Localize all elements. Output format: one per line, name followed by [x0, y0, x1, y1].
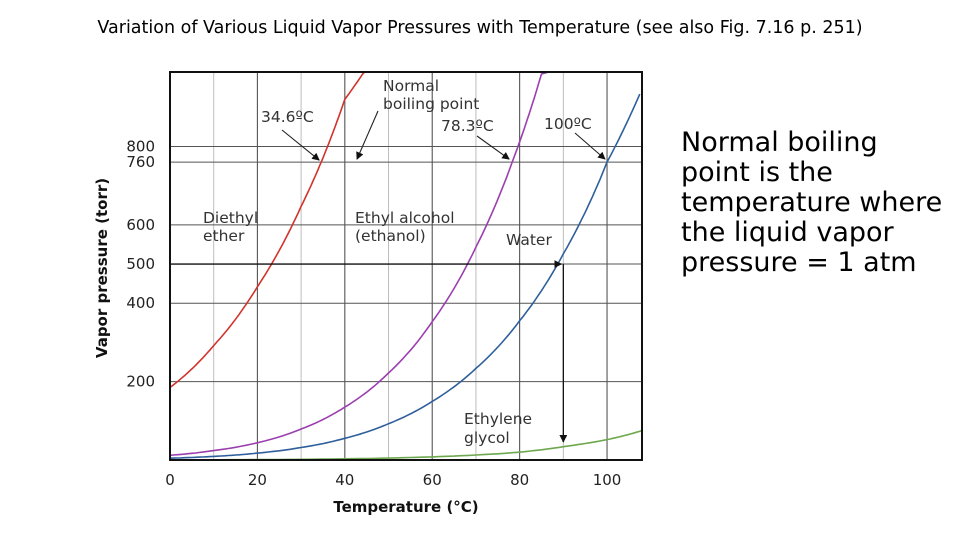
series-line-3: [170, 429, 643, 461]
water-bp-label: 100ºC: [544, 115, 592, 133]
y-axis-title: Vapor pressure (torr): [93, 178, 111, 358]
series-line-0: [169, 71, 367, 389]
normal-bp-line2: boiling point: [383, 95, 479, 113]
ethanol-label: Ethyl alcohol (ethanol): [355, 209, 459, 245]
ether-label: Diethyl ether: [203, 209, 263, 245]
y-tick-label: 200: [126, 373, 155, 391]
ethanol-label-line2: (ethanol): [355, 227, 426, 245]
x-tick-label: 100: [593, 471, 622, 489]
y-tick-label: 500: [126, 255, 155, 273]
x-tick-label: 60: [423, 471, 442, 489]
ether-bp-arrow: [281, 129, 320, 161]
ethanol-label-line1: Ethyl alcohol: [355, 209, 455, 227]
boiling-point-definition: Normal boiling point is the temperature …: [681, 127, 943, 278]
ethanol-bp-label: 78.3ºC: [441, 117, 494, 135]
x-tick-label: 80: [510, 471, 529, 489]
normal-bp-arrow: [356, 110, 379, 160]
plot-frame: [169, 71, 643, 461]
glycol-label-line1: Ethylene: [464, 410, 532, 428]
glycol-label: Ethylene glycol: [464, 410, 537, 447]
ether-label-line1: Diethyl: [203, 209, 258, 227]
x-tick-label: 40: [335, 471, 354, 489]
annotations: [170, 110, 606, 443]
glycol-label-line2: glycol: [464, 429, 510, 447]
normal-bp-label: Normal boiling point: [383, 77, 479, 113]
series-line-2: [169, 93, 641, 459]
water-bp-arrow: [574, 132, 606, 160]
y-tick-label: 760: [126, 153, 155, 171]
ethanol-bp-arrow: [476, 135, 510, 160]
x-tick-label: 0: [165, 471, 175, 489]
x-tick-label: 20: [248, 471, 267, 489]
normal-bp-line1: Normal: [383, 77, 439, 95]
y-tick-label: 400: [126, 294, 155, 312]
y-tick-label: 800: [126, 137, 155, 155]
y-tick-label: 600: [126, 216, 155, 234]
water-label: Water: [506, 231, 552, 249]
x-axis-title: Temperature (°C): [333, 498, 478, 516]
slide-title: Variation of Various Liquid Vapor Pressu…: [97, 18, 863, 38]
series-layer: [169, 71, 643, 461]
ether-bp-label: 34.6ºC: [261, 108, 314, 126]
ether-label-line2: ether: [203, 227, 245, 245]
series-line-1: [169, 71, 564, 457]
